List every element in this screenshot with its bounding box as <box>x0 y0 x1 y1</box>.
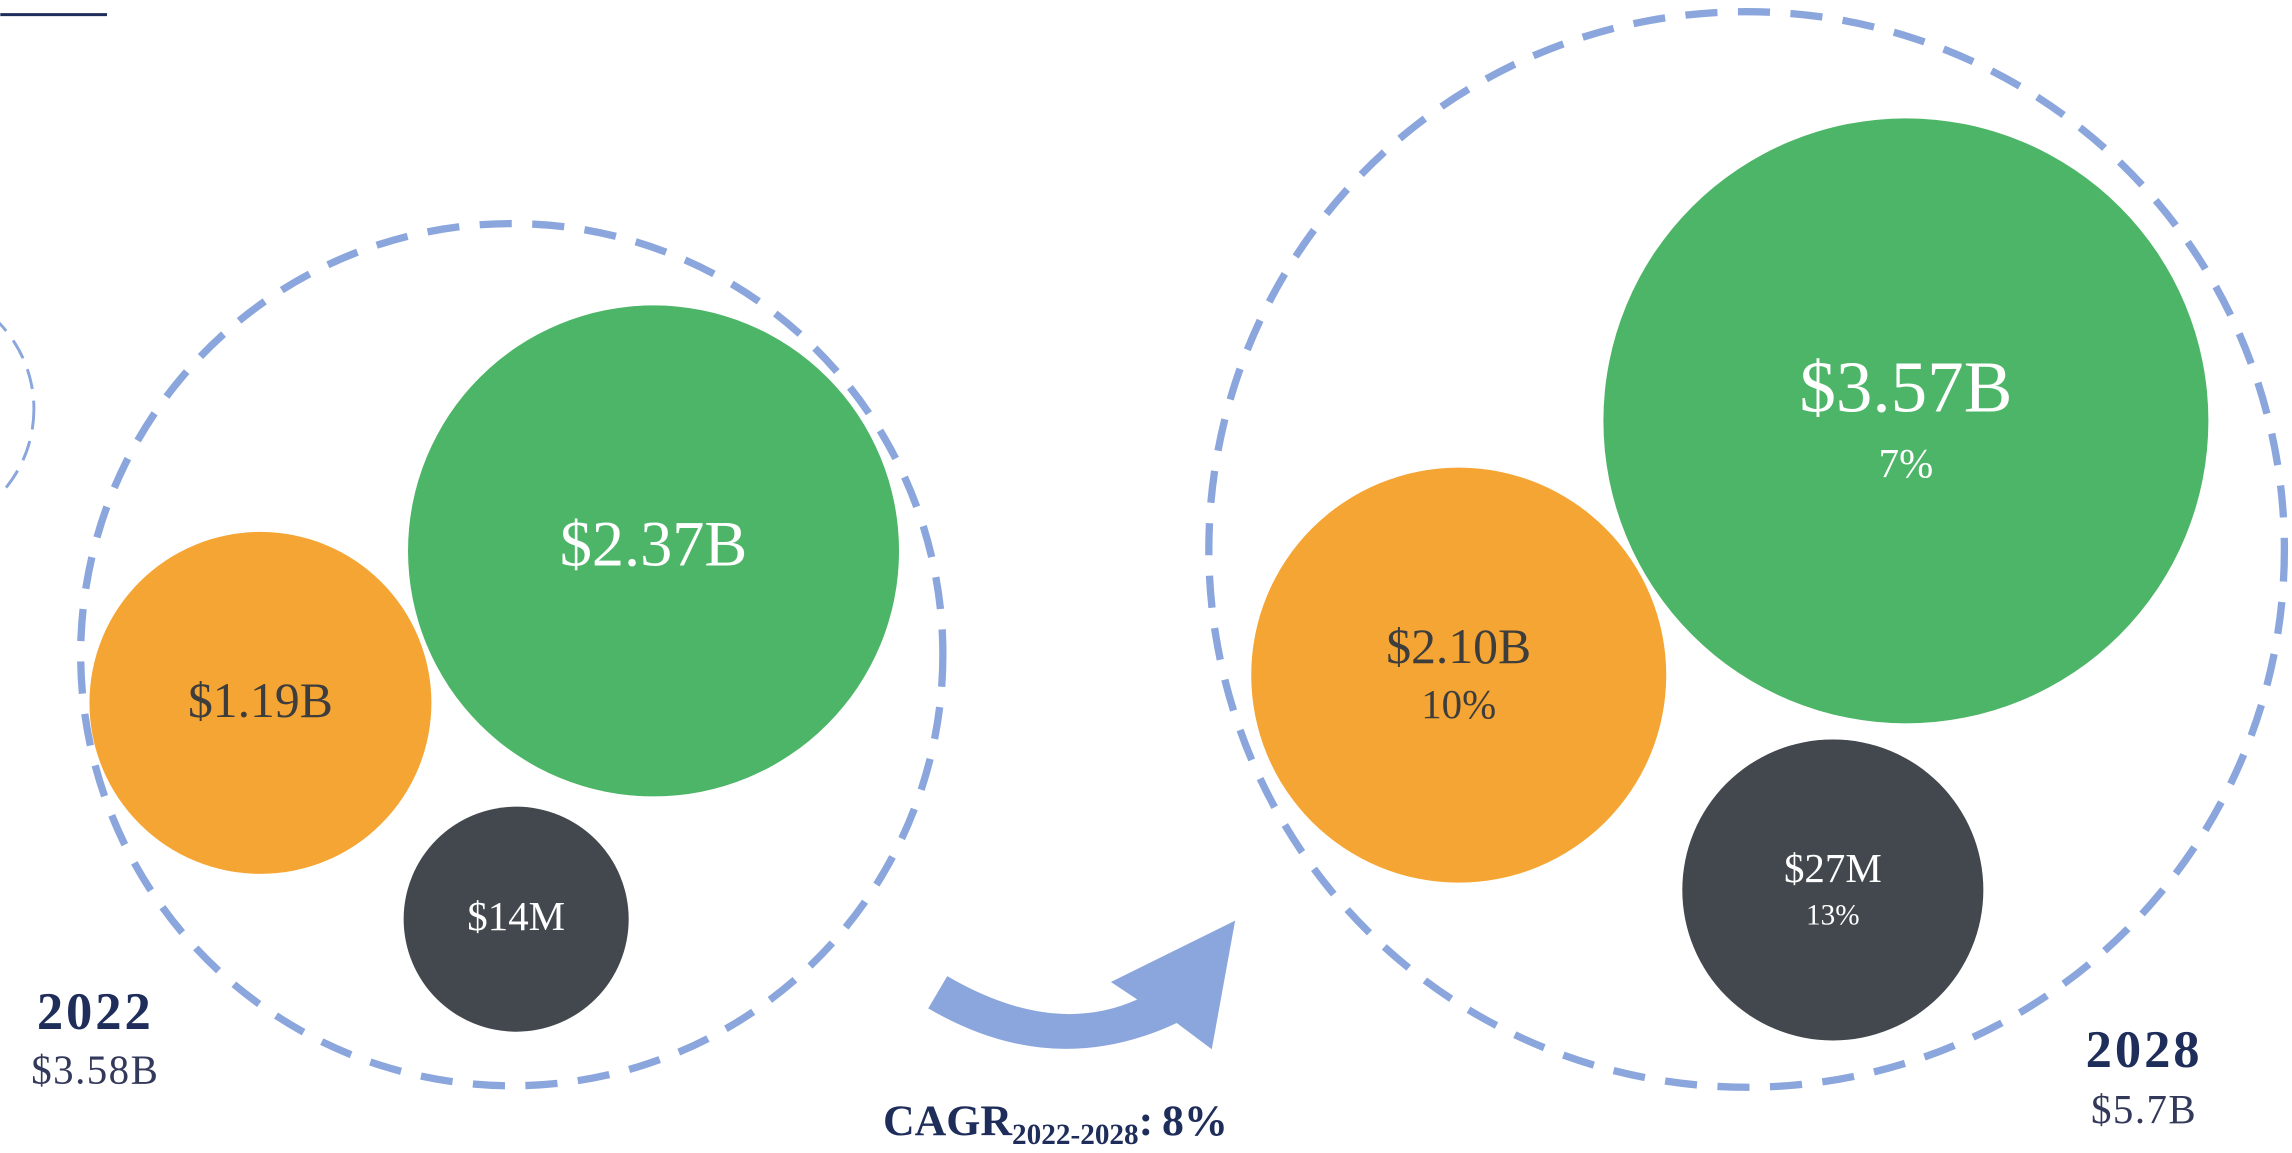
bubble <box>403 806 629 1032</box>
partial-circle <box>0 321 36 497</box>
cagr-value: 8% <box>1162 1097 1228 1145</box>
bubble-label: $14M <box>467 894 565 939</box>
bubble <box>89 531 432 874</box>
bubble <box>1251 467 1667 883</box>
cagr-label: CAGR <box>883 1097 1013 1145</box>
bubble-growth: 13% <box>1806 899 1860 931</box>
bubble <box>1603 118 2209 724</box>
bubble-growth: 10% <box>1421 682 1496 727</box>
cagr-separator: : <box>1139 1097 1154 1145</box>
bubble <box>1682 739 1984 1041</box>
bubble-label: $27M <box>1784 846 1882 891</box>
cagr: CAGR2022-2028: 8% <box>883 1097 1228 1150</box>
year: 2022 <box>37 983 154 1041</box>
bubble-growth: 7% <box>1879 441 1934 486</box>
bubble-label: $3.57B <box>1799 346 2012 427</box>
total: $5.7B <box>2091 1087 2197 1132</box>
group-outline <box>77 219 947 1090</box>
total: $3.58B <box>31 1047 159 1092</box>
year: 2028 <box>2086 1021 2203 1079</box>
group-outline <box>1205 8 2289 1091</box>
cagr-period: 2022-2028 <box>1012 1119 1139 1151</box>
bubble-label: $1.19B <box>188 673 333 728</box>
bubble-label: $2.10B <box>1386 619 1531 674</box>
bubble <box>408 305 900 797</box>
bubble-label: $2.37B <box>560 509 748 580</box>
growth-arrow <box>928 920 1236 1050</box>
